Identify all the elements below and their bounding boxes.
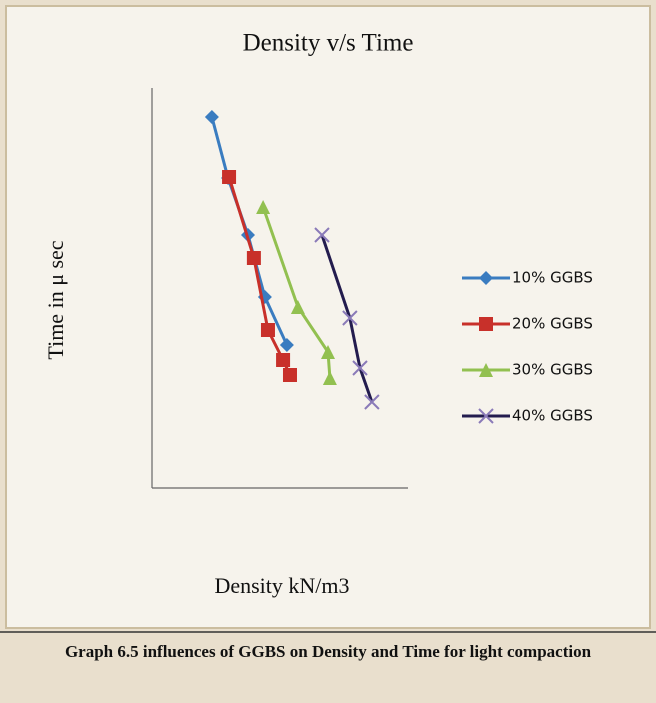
x-axis-label: Density kN/m3 [214, 573, 349, 598]
marker [479, 363, 493, 377]
marker [204, 110, 219, 124]
series-line [320, 234, 374, 403]
marker [260, 323, 275, 337]
series-line [261, 206, 332, 379]
marker [321, 345, 335, 359]
marker [282, 368, 297, 382]
marker [352, 360, 368, 376]
chart-title: Density v/s Time [243, 30, 414, 57]
marker [478, 408, 494, 424]
marker [256, 200, 271, 214]
marker [479, 271, 493, 285]
marker [342, 310, 358, 326]
marker [276, 353, 291, 367]
marker [322, 371, 337, 385]
marker [479, 317, 493, 331]
marker [279, 338, 294, 352]
legend-label: 30% GGBS [512, 361, 593, 379]
legend-label: 10% GGBS [512, 269, 593, 287]
legend-label: 20% GGBS [512, 315, 593, 333]
chart-area [5, 5, 651, 629]
marker [246, 251, 261, 265]
marker [364, 394, 380, 410]
marker [222, 170, 237, 184]
y-axis-label: Time in μ sec [43, 240, 68, 359]
caption: Graph 6.5 influences of GGBS on Density … [64, 642, 592, 661]
marker [290, 300, 305, 314]
legend-label: 40% GGBS [512, 407, 593, 425]
marker [314, 227, 330, 243]
